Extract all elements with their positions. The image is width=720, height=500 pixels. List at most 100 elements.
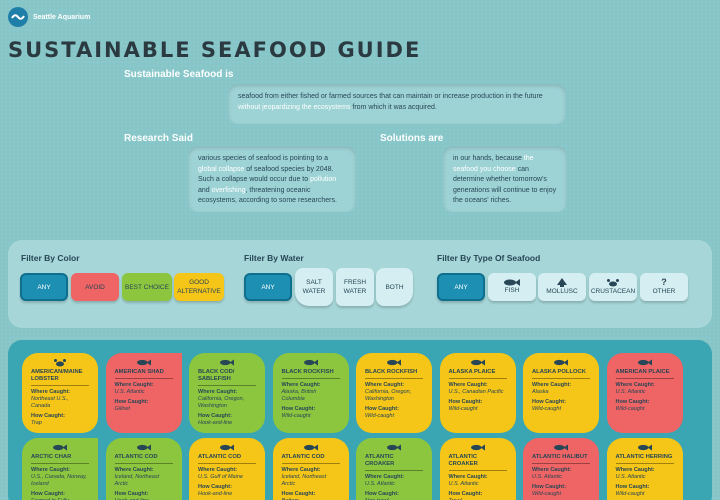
seafood-card[interactable]: ATLANTIC CROAKER Where Caught: U.S. Atlant… [439,438,516,500]
research-highlight-1: global collapse [198,165,245,173]
how-caught-value: Gillnet [114,406,131,412]
how-caught-value: Trawl [449,498,507,500]
where-caught-label: Where Caught: [448,474,488,480]
question-mark-icon: ? [661,277,667,287]
how-caught-label: How Caught: [31,413,65,419]
how-caught-label: How Caught: [448,491,483,497]
where-caught-value: California, Oregon, Washington [198,396,245,409]
filter-color-avoid-button[interactable]: AVOID [71,273,119,301]
filter-water-fresh-button[interactable]: FRESH WATER [336,268,374,306]
filter-type-fish-label: FISH [504,287,520,294]
filter-water-any-button[interactable]: ANY [244,273,292,301]
seafood-card[interactable]: ARCTIC CHAR Where Caught: U.S., Canada, No… [22,438,98,500]
filter-color-good-alternative-button[interactable]: GOOD ALTERNATIVE [174,273,224,301]
where-caught-value: California, Oregon, Washington [365,389,412,402]
filter-color-best-choice-button[interactable]: BEST CHOICE [122,273,172,301]
brand-logo[interactable]: Seattle Aquarium [8,7,90,27]
how-caught-label: How Caught: [281,491,316,497]
card-name: ARCTIC CHAR [31,454,89,464]
how-caught-value: Wild-caught [281,413,311,419]
where-caught-value: Iceland, Northeast Arctic [281,474,327,487]
where-caught-value: U.S. Atlantic [532,474,563,480]
brand-name: Seattle Aquarium [33,13,91,21]
seafood-card[interactable]: AMERICAN SHAD Where Caught: U.S. Atlantic H… [105,353,182,433]
card-name: ATLANTIC COD [281,454,340,464]
filter-water-fresh-label: FRESH WATER [343,279,367,295]
filter-color-title: Filter By Color [21,253,80,263]
filter-type-other-label: OTHER [652,288,676,295]
card-name: ATLANTIC COD [198,454,256,464]
where-caught-label: Where Caught: [281,467,321,473]
research-highlight-3: overfishing [211,186,246,194]
how-caught-value: Bottom- [282,498,340,500]
filter-water-salt-button[interactable]: SALT WATER [295,268,333,306]
how-caught-label: How Caught: [532,399,566,405]
where-caught-label: Where Caught: [114,467,154,473]
filter-color-any-button[interactable]: ANY [20,273,68,301]
page-title: SUSTAINABLE SEAFOOD GUIDE [8,38,422,62]
card-name: BLACK COD/ SABLEFISH [198,369,256,386]
fish-icon [198,444,256,453]
where-caught-value: U.S. Gulf of Maine [198,474,243,480]
research-text-2: of seafood species by 2048. Such a colla… [198,165,334,184]
seafood-card[interactable]: ATLANTIC CROAKER Where Caught: U.S. Atlant… [356,438,432,500]
fish-icon [115,359,173,368]
how-caught-value: Wild-caught [532,406,561,412]
card-name: ATLANTIC COD [114,454,173,464]
research-bubble: various species of seafood is pointing t… [188,146,356,212]
how-caught-value: Trap [31,420,42,426]
how-caught-value: Wild-caught [532,491,561,497]
where-caught-value: Iceland, Northeast Arctic [114,474,160,487]
seafood-card[interactable]: ALASKA POLLOCK Where Caught: Alaska How Cau… [523,353,599,433]
where-caught-value: Alaska [532,389,549,395]
fish-icon [365,359,423,368]
shell-icon [557,278,567,287]
seafood-card[interactable]: ATLANTIC COD Where Caught: Iceland, Northe… [272,438,349,500]
how-caught-label: How Caught: [615,484,650,490]
filter-color-good-alternative-label: GOOD ALTERNATIVE [177,279,221,295]
wave-logo-icon [8,7,28,27]
card-name: BLACK ROCKFISH [365,369,423,379]
where-caught-label: Where Caught: [365,382,405,388]
how-caught-label: How Caught: [281,406,316,412]
filter-type-mollusc-button[interactable]: MOLLUSC [538,273,586,301]
filter-water-both-label: BOTH [385,283,404,291]
seafood-card[interactable]: BLACK ROCKFISH Where Caught: Alaska, Briti… [272,353,349,433]
how-caught-label: How Caught: [615,399,650,405]
solutions-text-2: can determine whether tomorrow's generat… [453,165,557,205]
filter-type-fish-button[interactable]: FISH [488,273,536,301]
filter-type-crustacean-button[interactable]: CRUSTACEAN [589,273,637,301]
card-name: ATLANTIC HERRING [615,454,674,464]
how-caught-value: Hook-and-line [115,498,173,500]
filter-type-other-button[interactable]: ? OTHER [640,273,688,301]
intro-heading: Sustainable Seafood is [124,69,234,80]
card-name: AMERICAN/MAINE LOBSTER [31,369,89,386]
seafood-card[interactable]: AMERICAN/MAINE LOBSTER Where Caught: North… [22,353,98,433]
filter-type-any-button[interactable]: ANY [437,273,485,301]
fish-icon [282,444,340,453]
solutions-text-1: in our hands, because [453,155,524,162]
where-caught-label: Where Caught: [365,474,405,480]
seafood-card[interactable]: BLACK COD/ SABLEFISH Where Caught: Califor… [189,353,265,433]
seafood-card[interactable]: ATLANTIC HALIBUT Where Caught: U.S. Atlant… [523,438,599,500]
how-caught-value: Hook-and-line [198,491,233,497]
fish-icon [504,279,520,286]
how-caught-value: Wild-caught [615,491,645,497]
fish-icon [31,444,89,453]
seafood-card[interactable]: BLACK ROCKFISH Where Caught: California, O… [356,353,432,433]
seafood-card[interactable]: ATLANTIC HERRING Where Caught: U.S. Atlant… [606,438,683,500]
research-text-1: various species of seafood is pointing t… [198,155,328,162]
seafood-card[interactable]: ALASKA PLAICE Where Caught: U.S., Canadian… [439,353,516,433]
where-caught-label: Where Caught: [448,382,488,388]
filter-type-mollusc-label: MOLLUSC [546,288,578,295]
filter-water-both-button[interactable]: BOTH [376,268,413,306]
seafood-card[interactable]: ATLANTIC COD Where Caught: Iceland, Northe… [105,438,182,500]
research-text-3: and [198,186,212,194]
where-caught-value: U.S. Atlantic [448,481,479,487]
seafood-card[interactable]: AMERICAN PLAICE Where Caught: U.S. Atlanti… [606,353,683,433]
where-caught-label: Where Caught: [615,382,655,388]
fish-icon [115,444,173,453]
how-caught-value: Wild-caught [448,406,478,412]
seafood-card[interactable]: ATLANTIC COD Where Caught: U.S. Gulf of Ma… [189,438,265,500]
solutions-bubble: in our hands, because the seafood you ch… [443,146,567,212]
